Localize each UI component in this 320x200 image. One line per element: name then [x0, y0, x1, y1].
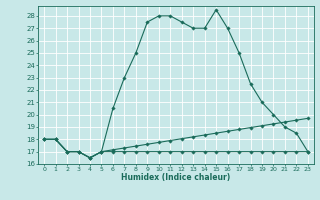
X-axis label: Humidex (Indice chaleur): Humidex (Indice chaleur)	[121, 173, 231, 182]
